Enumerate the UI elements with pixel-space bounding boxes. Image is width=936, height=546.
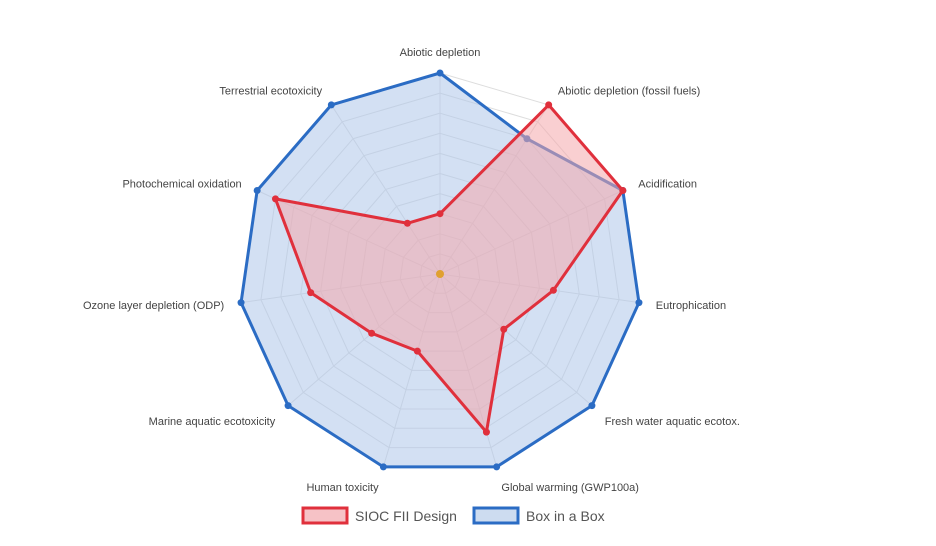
point-box-in-a-box-7[interactable] <box>284 402 292 410</box>
point-sioc-fii-design-4[interactable] <box>500 325 508 333</box>
point-sioc-fii-design-1[interactable] <box>545 101 553 109</box>
point-box-in-a-box-4[interactable] <box>588 402 596 410</box>
axis-label-8: Ozone layer depletion (ODP) <box>83 300 224 312</box>
axis-labels: Abiotic depletion Abiotic depletion (foss… <box>83 47 740 494</box>
radar-series <box>237 69 643 471</box>
point-box-in-a-box-8[interactable] <box>237 299 245 307</box>
point-box-in-a-box-3[interactable] <box>635 299 643 307</box>
point-box-in-a-box-5[interactable] <box>493 463 501 471</box>
axis-label-6: Human toxicity <box>306 482 379 494</box>
legend: SIOC FII Design Box in a Box <box>301 506 605 525</box>
axis-label-2: Acidification <box>638 178 697 190</box>
axis-label-7: Marine aquatic ecotoxicity <box>149 416 276 428</box>
point-sioc-fii-design-5[interactable] <box>482 428 490 436</box>
axis-label-1: Abiotic depletion (fossil fuels) <box>558 86 700 98</box>
axis-label-10: Terrestrial ecotoxicity <box>219 86 322 98</box>
legend-item-box[interactable]: Box in a Box <box>472 506 605 525</box>
point-sioc-fii-design-0[interactable] <box>436 210 444 218</box>
axis-label-5: Global warming (GWP100a) <box>501 482 639 494</box>
series-area-sioc-fii-design <box>273 103 625 434</box>
point-box-in-a-box-0[interactable] <box>436 69 444 77</box>
point-sioc-fii-design-9[interactable] <box>271 195 279 203</box>
axis-label-3: Eutrophication <box>656 300 726 312</box>
legend-label-box: Box in a Box <box>526 508 605 524</box>
point-box-in-a-box-9[interactable] <box>253 187 261 195</box>
center-point <box>436 270 444 278</box>
point-sioc-fii-design-2[interactable] <box>619 187 627 195</box>
point-sioc-fii-design-7[interactable] <box>368 329 376 337</box>
legend-label-sioc: SIOC FII Design <box>355 508 457 524</box>
legend-swatch-sioc <box>301 506 349 525</box>
axis-label-9: Photochemical oxidation <box>122 178 241 190</box>
legend-item-sioc[interactable]: SIOC FII Design <box>301 506 457 525</box>
axis-label-4: Fresh water aquatic ecotox. <box>605 416 740 428</box>
point-sioc-fii-design-8[interactable] <box>307 289 315 297</box>
point-box-in-a-box-10[interactable] <box>327 101 335 109</box>
point-box-in-a-box-6[interactable] <box>379 463 387 471</box>
point-sioc-fii-design-6[interactable] <box>413 347 421 355</box>
legend-swatch-box <box>472 506 520 525</box>
point-sioc-fii-design-10[interactable] <box>403 219 411 227</box>
axis-label-0: Abiotic depletion <box>400 47 481 59</box>
point-sioc-fii-design-3[interactable] <box>549 286 557 294</box>
